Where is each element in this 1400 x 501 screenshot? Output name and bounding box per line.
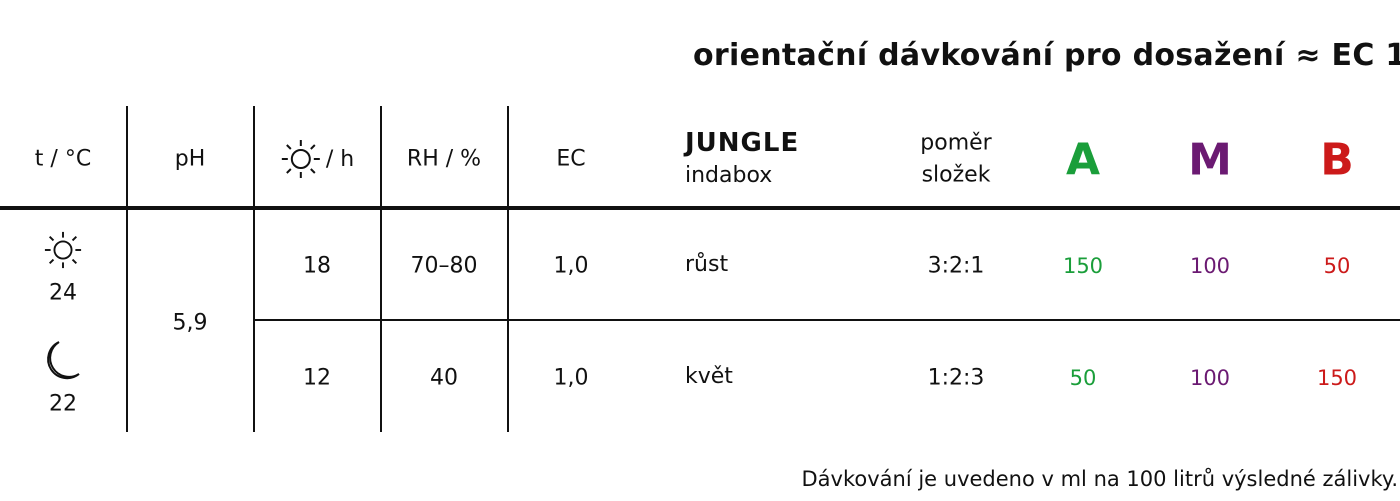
header-product-name: JUNGLE [685, 128, 800, 158]
row1-m: 100 [1189, 254, 1231, 278]
row1-b: 50 [1323, 254, 1351, 278]
header-ratio-line2: složek [921, 162, 991, 188]
row1-a: 150 [1062, 254, 1104, 278]
row1-phase: růst [685, 252, 729, 277]
page-title: orientační dávkování pro dosažení ≈ EC 1 [693, 38, 1400, 73]
moon-icon [43, 340, 83, 382]
row2-ratio: 1:2:3 [927, 365, 985, 391]
row2-rh: 40 [430, 365, 458, 391]
header-ec: EC [556, 146, 586, 172]
row2-phase: květ [685, 364, 733, 389]
night-temp: 22 [49, 391, 77, 417]
header-product-sub: indabox [685, 163, 773, 188]
header-temp: t / °C [34, 146, 92, 172]
column-divider [126, 106, 128, 432]
header-light: / h [280, 138, 354, 180]
day-temp: 24 [49, 280, 77, 306]
row1-ec: 1,0 [553, 253, 589, 279]
header-ph: pH [174, 146, 206, 172]
ph-value: 5,9 [172, 310, 208, 336]
column-divider [253, 106, 255, 432]
column-divider [380, 106, 382, 432]
row2-light: 12 [303, 365, 331, 391]
sun-icon [43, 230, 83, 270]
row1-ratio: 3:2:1 [927, 253, 985, 279]
row1-rh: 70–80 [410, 253, 478, 279]
row2-b: 150 [1316, 366, 1358, 390]
header-a: A [1065, 134, 1101, 186]
header-rh: RH / % [406, 146, 482, 172]
column-divider [507, 106, 509, 432]
header-divider [0, 206, 1400, 210]
sun-icon [280, 138, 322, 180]
header-b: B [1320, 134, 1354, 186]
row2-a: 50 [1069, 366, 1097, 390]
header-m: M [1188, 134, 1232, 186]
row-divider [254, 319, 1400, 321]
row2-m: 100 [1189, 366, 1231, 390]
footer-note: Dávkování je uvedeno v ml na 100 litrů v… [801, 467, 1398, 491]
row1-light: 18 [303, 253, 331, 279]
row2-ec: 1,0 [553, 365, 589, 391]
header-ratio-line1: poměr [920, 130, 992, 156]
